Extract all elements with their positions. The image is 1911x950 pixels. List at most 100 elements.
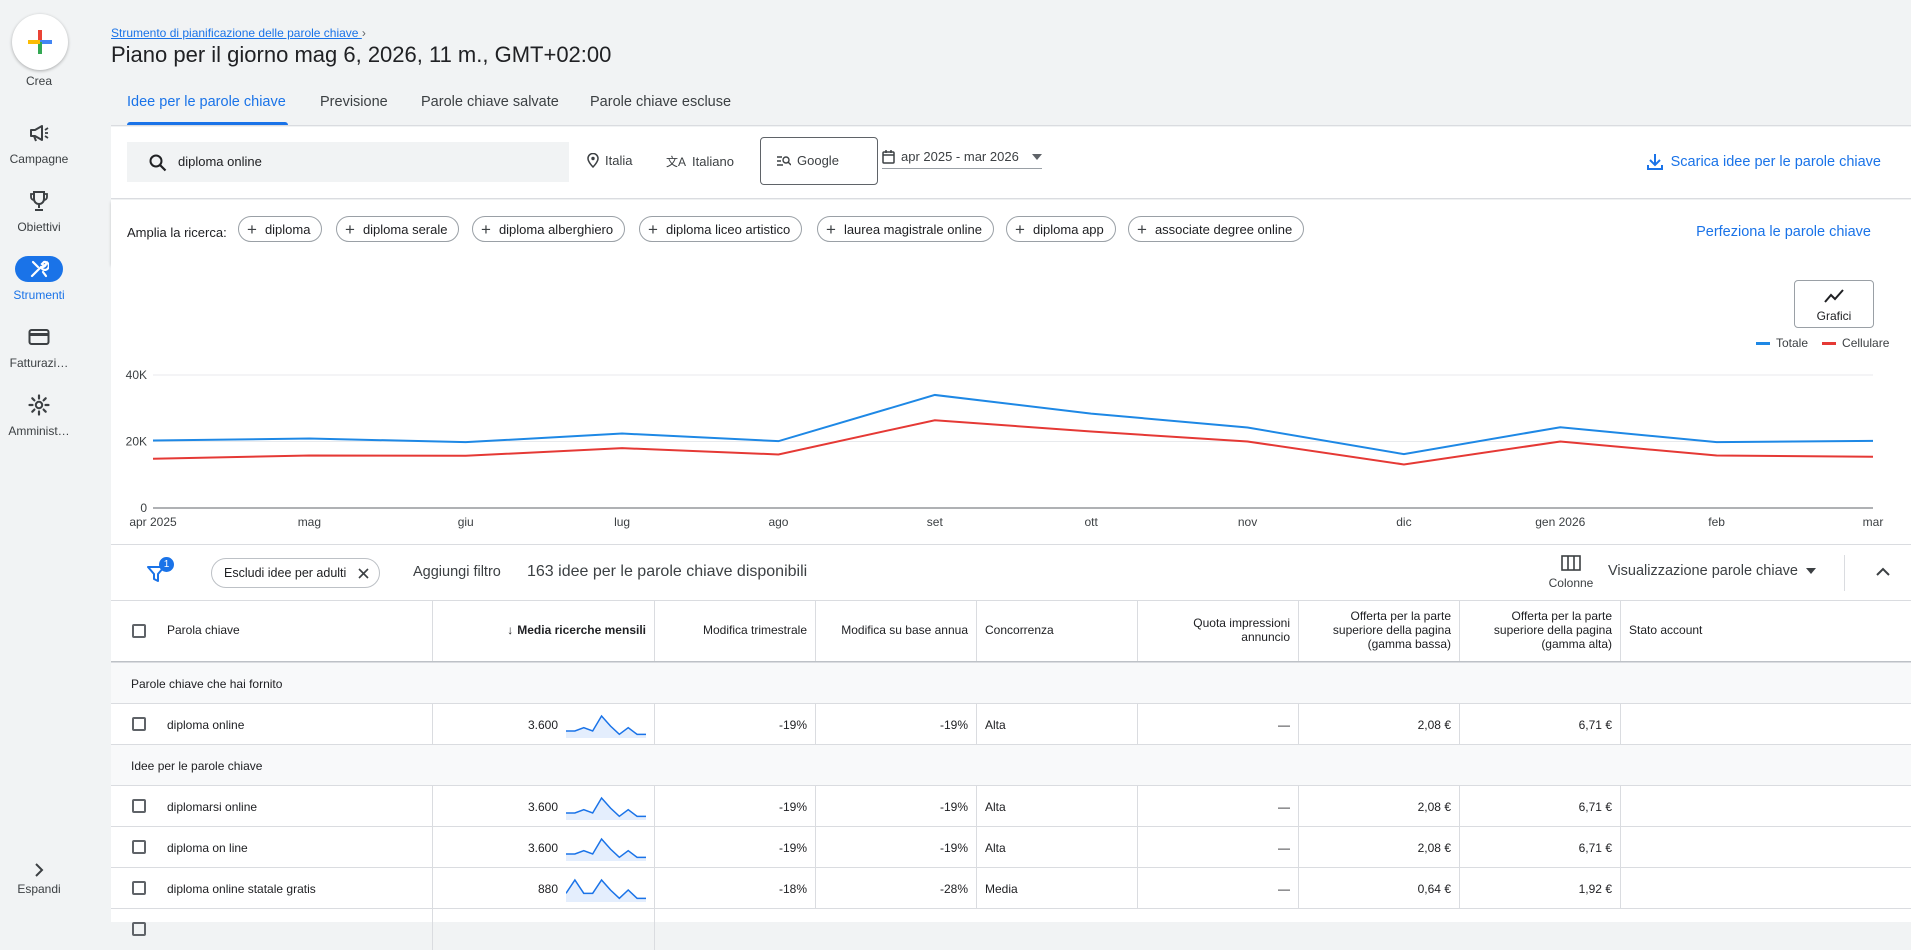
chevron-right-icon[interactable] [24, 858, 54, 882]
select-all-checkbox[interactable] [132, 624, 146, 638]
language-filter[interactable]: 文A Italiano [666, 153, 734, 170]
plus-icon: + [481, 219, 491, 239]
account-status-cell [1621, 704, 1911, 745]
add-filter-button[interactable]: Aggiungi filtro [413, 564, 501, 580]
chart-legend: Totale Cellulare [1756, 336, 1889, 350]
header-avg-searches[interactable]: ↓ Media ricerche mensili [433, 601, 655, 661]
view-select[interactable]: Visualizzazione parole chiave [1608, 563, 1816, 579]
header-competition[interactable]: Concorrenza [977, 601, 1138, 661]
bid-low-cell: 2,08 € [1299, 786, 1460, 827]
broaden-chip[interactable]: + diploma liceo artistico [639, 216, 803, 242]
x-tick-label: mar [1863, 515, 1884, 529]
row-checkbox[interactable] [132, 717, 146, 731]
caret-down-icon [1805, 568, 1816, 574]
table-row[interactable]: diploma on line 3.600 -19% -19% Alta —2,08 €6… [111, 826, 1911, 868]
close-icon[interactable] [358, 567, 369, 579]
create-button[interactable] [12, 14, 68, 70]
keyword-cell: diploma on line [159, 827, 433, 868]
tools-icon[interactable] [24, 257, 54, 281]
charts-toggle-button[interactable]: Grafici [1794, 280, 1874, 328]
avg-value: 3.600 [527, 799, 558, 814]
account-status-cell [1621, 827, 1911, 868]
search-input[interactable]: diploma online [127, 142, 569, 182]
broaden-chip[interactable]: + laurea magistrale online [817, 216, 994, 242]
row-checkbox[interactable] [132, 881, 146, 895]
bid-high-cell: 6,71 € [1460, 827, 1621, 868]
broaden-label: Amplia la ricerca: [127, 225, 227, 240]
breadcrumb-link[interactable]: Strumento di pianificazione delle parole… [111, 26, 359, 40]
broaden-chip[interactable]: + diploma app [1006, 216, 1116, 242]
x-tick-label: lug [614, 515, 630, 529]
expand-button[interactable]: Espandi [17, 882, 61, 896]
broaden-chip[interactable]: + diploma [238, 216, 323, 242]
series-line-cellulare [152, 419, 1874, 466]
x-tick-label: giu [458, 515, 474, 529]
chip-label: laurea magistrale online [843, 221, 982, 237]
columns-button[interactable]: Colonne [1541, 555, 1601, 590]
sidebar-item-strumenti[interactable]: Strumenti [13, 288, 65, 302]
filter-button[interactable]: 1 [147, 557, 174, 588]
download-button[interactable]: Scarica idee per le parole chiave [1646, 153, 1881, 170]
megaphone-icon[interactable] [24, 121, 54, 145]
x-tick-label: gen 2026 [1535, 515, 1585, 529]
header-keyword[interactable]: Parola chiave [159, 601, 433, 661]
broaden-chip[interactable]: + associate degree online [1128, 216, 1305, 242]
trend-sparkline [566, 878, 646, 902]
caret-down-icon [1032, 153, 1042, 160]
credit-card-icon[interactable] [24, 325, 54, 349]
qoq-cell: -19% [655, 827, 816, 868]
tab-idee[interactable]: Idee per le parole chiave [127, 94, 286, 110]
sidebar-item-amministrazione[interactable]: Amminist… [8, 424, 70, 438]
table-row[interactable]: diploma online 3.600 -19% -19% Alta —2,08 €6,… [111, 703, 1911, 745]
header-yoy[interactable]: Modifica su base annua [816, 601, 977, 661]
impression-share-cell: — [1138, 827, 1299, 868]
competition-cell: Alta [977, 704, 1138, 745]
refine-keywords-button[interactable]: Perfeziona le parole chiave [1696, 224, 1871, 240]
avg-searches-cell: 3.600 [433, 827, 655, 868]
table-row[interactable]: diplomarsi online 3.600 -19% -19% Alta —2,08 … [111, 785, 1911, 827]
sparkline-area [566, 715, 646, 738]
network-filter[interactable]: Google [760, 137, 878, 185]
location-filter[interactable]: Italia [587, 153, 632, 168]
row-checkbox[interactable] [132, 840, 146, 854]
gear-icon[interactable] [24, 393, 54, 417]
chip-label: associate degree online [1154, 221, 1293, 237]
keyword-count: 163 idee per le parole chiave disponibil… [527, 563, 808, 580]
yoy-cell: -19% [816, 704, 977, 745]
tab-active-indicator [127, 122, 288, 125]
breadcrumb[interactable]: Strumento di pianificazione delle parole… [111, 26, 366, 40]
yoy-cell: -28% [816, 868, 977, 909]
sidebar-item-obiettivi[interactable]: Obiettivi [17, 220, 61, 234]
broaden-chip[interactable]: + diploma alberghiero [472, 216, 626, 242]
yoy-cell: -19% [816, 786, 977, 827]
tab-parole-escluse[interactable]: Parole chiave escluse [590, 94, 732, 110]
account-status-cell [1621, 868, 1911, 909]
date-range-select[interactable]: apr 2025 - mar 2026 [882, 149, 1042, 169]
header-qoq[interactable]: Modifica trimestrale [655, 601, 816, 661]
filter-chip[interactable]: Escludi idee per adulti [211, 558, 381, 588]
x-tick-label: feb [1708, 515, 1725, 529]
trend-sparkline [566, 796, 646, 820]
row-checkbox[interactable] [132, 922, 146, 936]
bid-low-cell: 0,64 € [1299, 868, 1460, 909]
table-row[interactable]: diploma online statale gratis 880 -18% -28%… [111, 867, 1911, 909]
sidebar-item-fatturazione[interactable]: Fatturazi… [9, 356, 69, 370]
legend-label: Cellulare [1842, 336, 1890, 350]
header-impression-share[interactable]: Quota impressioni annuncio [1138, 601, 1299, 661]
impression-share-cell: — [1138, 704, 1299, 745]
table-row[interactable] [111, 908, 1911, 950]
sparkline-area [566, 838, 646, 861]
tab-parole-salvate[interactable]: Parole chiave salvate [421, 94, 559, 110]
header-bid-high[interactable]: Offerta per la parte superiore della pag… [1460, 601, 1621, 661]
row-checkbox[interactable] [132, 799, 146, 813]
chevron-up-icon[interactable] [1876, 567, 1890, 576]
trophy-icon[interactable] [24, 189, 54, 213]
header-bid-low[interactable]: Offerta per la parte superiore della pag… [1299, 601, 1460, 661]
header-account-status[interactable]: Stato account [1629, 623, 1703, 638]
keyword-cell: diploma online [159, 704, 433, 745]
x-tick-label: set [927, 515, 944, 529]
sidebar-item-campagne[interactable]: Campagne [9, 152, 69, 166]
tab-previsione[interactable]: Previsione [320, 94, 388, 110]
broaden-chip[interactable]: + diploma serale [336, 216, 460, 242]
legend-swatch [1822, 341, 1837, 345]
